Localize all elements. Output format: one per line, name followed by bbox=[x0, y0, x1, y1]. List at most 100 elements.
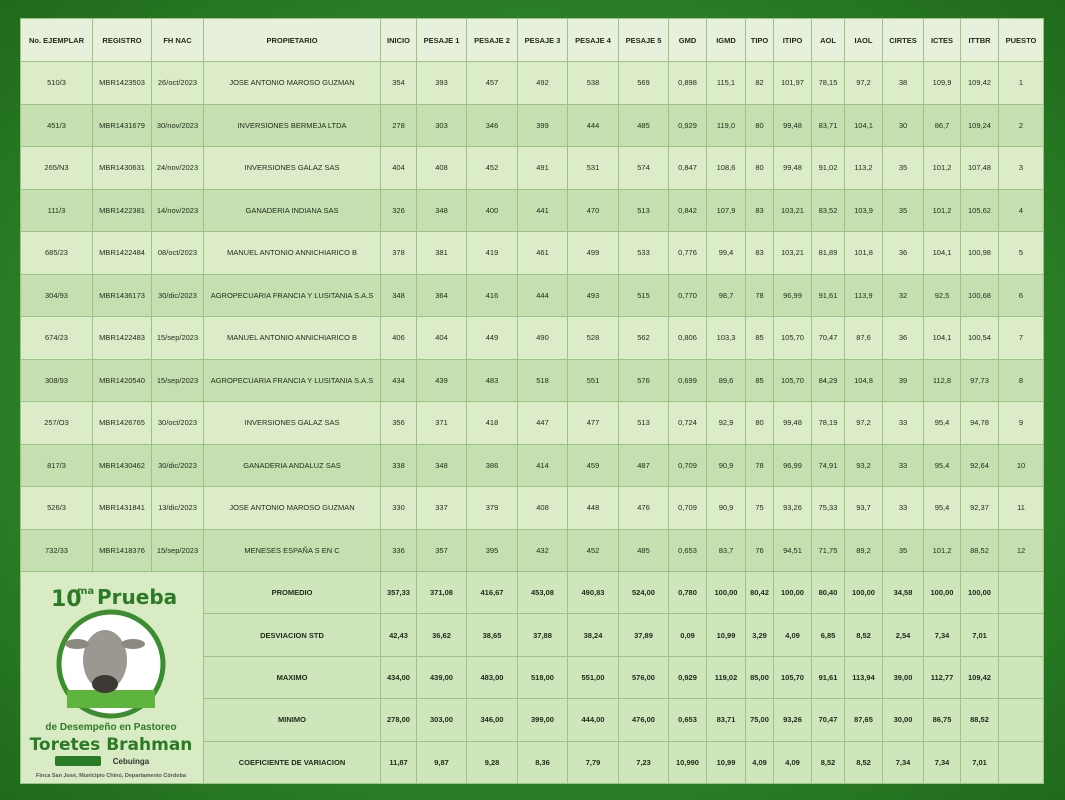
data-row: 304/93 MBR1436173 30/dic/2023 AGROPECUARIA … bbox=[20, 273, 1044, 317]
column-header: PESAJE 2 bbox=[466, 18, 518, 62]
logo-word: Prueba bbox=[97, 585, 177, 609]
cell: 15/sep/2023 bbox=[151, 358, 204, 402]
empty-cell bbox=[998, 570, 1044, 615]
cell: 490 bbox=[517, 316, 568, 360]
summary-cell: 8,52 bbox=[844, 740, 883, 784]
summary-label: DESVIACION STD bbox=[203, 613, 381, 657]
column-header: PESAJE 5 bbox=[618, 18, 669, 62]
empty-cell bbox=[998, 655, 1044, 700]
summary-row: DESVIACION STD 42,43 36,62 38,65 37,88 38,24 3… bbox=[21, 613, 1044, 657]
cell: 379 bbox=[466, 486, 518, 530]
cell: GANADERIA ANDALUZ SAS bbox=[203, 443, 381, 487]
cell: 416 bbox=[466, 273, 518, 317]
summary-cell: 439,00 bbox=[416, 655, 467, 700]
cell: MBR1430462 bbox=[92, 443, 152, 487]
data-row: 257/O3 MBR1426765 30/oct/2023 INVERSIONES G… bbox=[20, 401, 1044, 445]
cell: 33 bbox=[882, 443, 924, 487]
cell: 0,842 bbox=[668, 188, 707, 232]
cell: 364 bbox=[416, 273, 467, 317]
data-row: 308/93 MBR1420540 15/sep/2023 AGROPECUARIA … bbox=[20, 358, 1044, 402]
cell: 337 bbox=[416, 486, 467, 530]
summary-cell: 34,58 bbox=[882, 570, 924, 615]
summary-cell: 75,00 bbox=[745, 698, 774, 742]
summary-cell: 80,42 bbox=[745, 570, 774, 615]
cell: 278 bbox=[380, 103, 417, 147]
cell: 104,1 bbox=[923, 316, 961, 360]
cell: 32 bbox=[882, 273, 924, 317]
summary-row: MINIMO 278,00 303,00 346,00 399,00 444,00 476,… bbox=[21, 698, 1044, 742]
summary-cell: 490,83 bbox=[567, 570, 619, 615]
cell: 75,33 bbox=[811, 486, 845, 530]
cell: JOSE ANTONIO MAROSO GUZMAN bbox=[203, 61, 381, 105]
cell: 7 bbox=[998, 316, 1044, 360]
cell: 326 bbox=[380, 188, 417, 232]
cell: 6 bbox=[998, 273, 1044, 317]
cell: 38 bbox=[882, 61, 924, 105]
cell: 386 bbox=[466, 443, 518, 487]
cell: 08/oct/2023 bbox=[151, 231, 204, 275]
cell: 105,70 bbox=[773, 316, 812, 360]
cell: 0,653 bbox=[668, 528, 707, 572]
data-row: 674/23 MBR1422483 15/sep/2023 MANUEL ANTONI… bbox=[20, 316, 1044, 360]
cell: MBR1431679 bbox=[92, 103, 152, 147]
cell: 1 bbox=[998, 61, 1044, 105]
cell: 78,19 bbox=[811, 401, 845, 445]
cell: 80 bbox=[745, 103, 774, 147]
cell: MBR1422483 bbox=[92, 316, 152, 360]
cell: 348 bbox=[380, 273, 417, 317]
cell: 24/nov/2023 bbox=[151, 146, 204, 190]
cell: 95,4 bbox=[923, 486, 961, 530]
cell: 513 bbox=[618, 401, 669, 445]
cell: 265/N3 bbox=[20, 146, 93, 190]
cell: 354 bbox=[380, 61, 417, 105]
cell: 348 bbox=[416, 188, 467, 232]
cell: 338 bbox=[380, 443, 417, 487]
summary-cell: 11,87 bbox=[380, 740, 417, 784]
cell: JOSE ANTONIO MAROSO GUZMAN bbox=[203, 486, 381, 530]
cell: 434 bbox=[380, 358, 417, 402]
cell: 303 bbox=[416, 103, 467, 147]
cell: 78 bbox=[745, 443, 774, 487]
cell: 104,1 bbox=[923, 231, 961, 275]
summary-cell: 4,09 bbox=[773, 613, 812, 657]
cell: 33 bbox=[882, 401, 924, 445]
cell: 30/dic/2023 bbox=[151, 443, 204, 487]
cell: 0,709 bbox=[668, 486, 707, 530]
cell: 92,5 bbox=[923, 273, 961, 317]
cell: 101,2 bbox=[923, 528, 961, 572]
cell: 12 bbox=[998, 528, 1044, 572]
cell: INVERSIONES GALAZ SAS bbox=[203, 146, 381, 190]
cell: 13/dic/2023 bbox=[151, 486, 204, 530]
summary-cell: 7,23 bbox=[618, 740, 669, 784]
cell: 0,770 bbox=[668, 273, 707, 317]
summary-cell: 70,47 bbox=[811, 698, 845, 742]
cell: 36 bbox=[882, 316, 924, 360]
cell: 113,2 bbox=[844, 146, 883, 190]
summary-cell: 30,00 bbox=[882, 698, 924, 742]
summary-cell: 100,00 bbox=[960, 570, 999, 615]
cell: 113,9 bbox=[844, 273, 883, 317]
cell: 100,54 bbox=[960, 316, 999, 360]
data-row: 685/23 MBR1422484 08/oct/2023 MANUEL ANTONI… bbox=[20, 231, 1044, 275]
summary-cell: 38,24 bbox=[567, 613, 619, 657]
summary-cell: 434,00 bbox=[380, 655, 417, 700]
cell: 115,1 bbox=[706, 61, 746, 105]
cell: 112,8 bbox=[923, 358, 961, 402]
cell: 393 bbox=[416, 61, 467, 105]
summary-cell: 0,09 bbox=[668, 613, 707, 657]
summary-row: 10 ma Prueba de Desempeño en Pastoreo To… bbox=[20, 570, 1044, 784]
summary-cell: 7,01 bbox=[960, 613, 999, 657]
cell: 89,6 bbox=[706, 358, 746, 402]
cell: 378 bbox=[380, 231, 417, 275]
cell: 485 bbox=[618, 528, 669, 572]
summary-cell: 7,79 bbox=[567, 740, 619, 784]
cell: 441 bbox=[517, 188, 568, 232]
cell: 90,9 bbox=[706, 443, 746, 487]
cell: 109,42 bbox=[960, 61, 999, 105]
cell: 395 bbox=[466, 528, 518, 572]
cell: 348 bbox=[416, 443, 467, 487]
cell: 83 bbox=[745, 188, 774, 232]
cell: 483 bbox=[466, 358, 518, 402]
cell: MBR1422381 bbox=[92, 188, 152, 232]
cell: 526/3 bbox=[20, 486, 93, 530]
